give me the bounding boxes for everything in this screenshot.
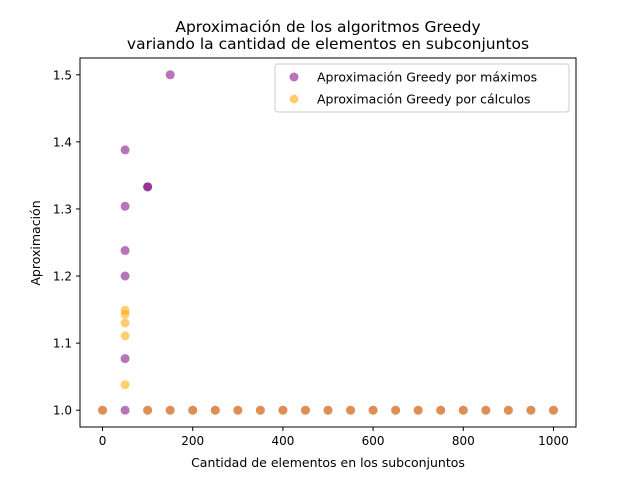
point-calculos [323,405,333,415]
point-calculos [233,405,243,415]
legend-label-maximos: Aproximación Greedy por máximos [317,70,537,85]
axes-frame [79,57,577,428]
point-calculos [503,405,513,415]
point-calculos [143,405,153,415]
point-calculos [120,331,130,341]
point-maximos [165,70,175,80]
plot-area [79,57,577,428]
point-calculos [300,405,310,415]
x-tick-label: 800 [452,434,475,448]
y-tick-label: 1.5 [53,68,72,82]
y-axis: 1.0 1.1 1.2 1.3 1.4 1.5 [53,68,80,418]
point-calculos [346,405,356,415]
point-calculos [120,380,130,390]
legend-box [274,63,570,113]
point-calculos [391,405,401,415]
point-maximos [120,405,130,415]
legend-label-calculos: Aproximación Greedy por cálculos [317,92,531,107]
point-calculos [278,405,288,415]
y-tick-label: 1.3 [53,202,72,216]
x-axis: 0 200 400 600 800 1000 [99,427,569,448]
point-calculos [481,405,491,415]
point-maximos [120,246,130,256]
point-calculos [188,405,198,415]
point-maximos [120,354,130,364]
x-axis-label: Cantidad de elementos en los subconjunto… [191,455,465,470]
legend: Aproximación Greedy por máximos Aproxima… [274,63,570,113]
point-calculos [210,405,220,415]
x-tick-label: 400 [271,434,294,448]
data-points [98,70,558,415]
y-tick-label: 1.4 [53,135,72,149]
point-calculos [458,405,468,415]
point-calculos [120,309,130,319]
y-axis-label: Aproximación [28,200,43,285]
y-tick-label: 1.0 [53,404,72,418]
point-calculos [120,318,130,328]
chart-subtitle: variando la cantidad de elementos en sub… [127,35,529,53]
y-tick-label: 1.2 [53,270,72,284]
point-calculos [255,405,265,415]
legend-marker-calculos [289,94,299,104]
x-tick-label: 200 [181,434,204,448]
point-maximos [120,201,130,211]
point-calculos [526,405,536,415]
point-maximos [143,182,153,192]
point-maximos [120,271,130,281]
point-calculos [413,405,423,415]
point-calculos [165,405,175,415]
x-tick-label: 0 [99,434,107,448]
chart-title: Aproximación de los algoritmos Greedy [175,18,480,36]
point-calculos [436,405,446,415]
point-calculos [98,405,108,415]
point-calculos [548,405,558,415]
point-calculos [368,405,378,415]
x-tick-label: 600 [362,434,385,448]
point-maximos [120,145,130,155]
legend-marker-maximos [289,72,299,82]
y-tick-label: 1.1 [53,337,72,351]
x-tick-label: 1000 [538,434,569,448]
